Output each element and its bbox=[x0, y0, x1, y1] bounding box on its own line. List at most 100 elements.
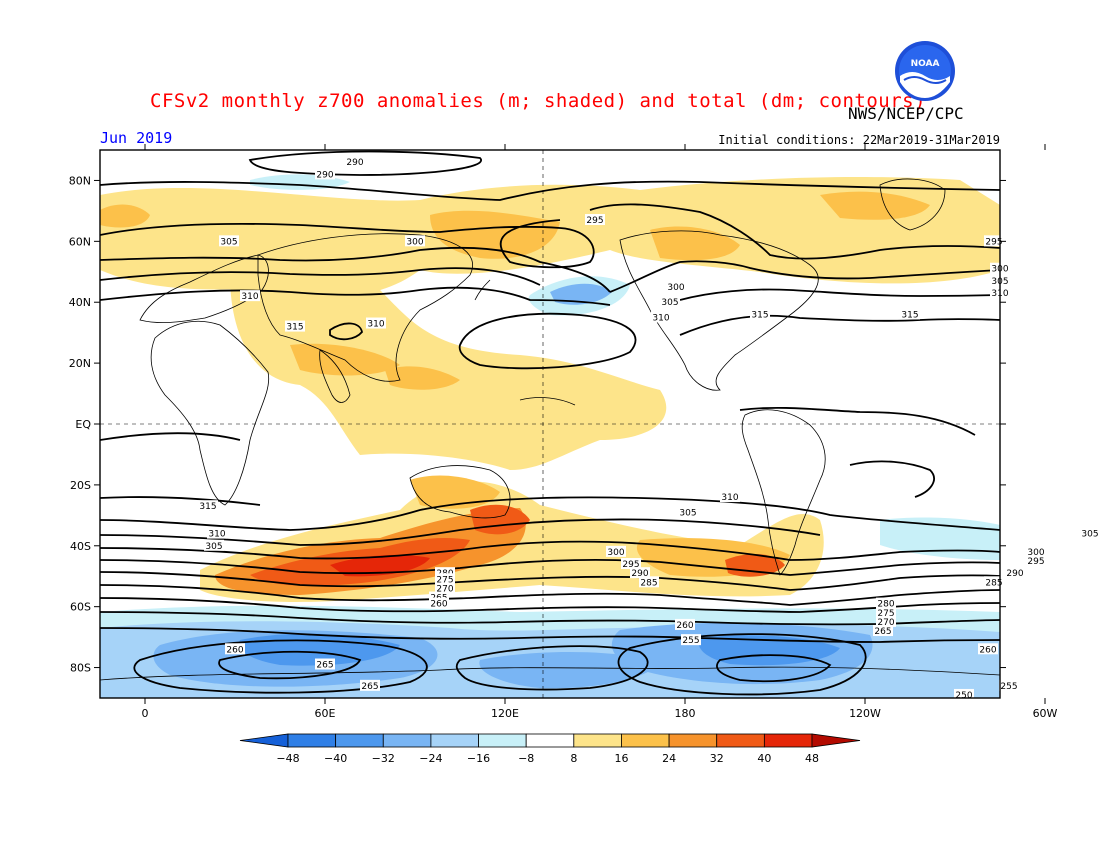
colorbar-label: 24 bbox=[662, 752, 676, 765]
forecast-period: Jun 2019 bbox=[100, 129, 173, 147]
height-contours bbox=[100, 150, 1000, 696]
contour-label: 265 bbox=[361, 682, 378, 692]
lon-label: 120E bbox=[491, 707, 519, 720]
contour-label-bg bbox=[345, 156, 365, 168]
contour-label-bg bbox=[207, 527, 227, 539]
contour-label-bg bbox=[639, 576, 659, 588]
colorbar-box bbox=[335, 733, 384, 748]
contour-label-bg bbox=[873, 625, 893, 637]
contour-label-bg bbox=[1098, 430, 1100, 442]
contour-label-bg bbox=[900, 308, 920, 320]
contour-label: 290 bbox=[346, 158, 363, 168]
contour-label-bg bbox=[435, 573, 455, 585]
contour-label-bg bbox=[435, 582, 455, 594]
contour-label: 260 bbox=[430, 600, 447, 610]
lat-label: EQ bbox=[75, 418, 91, 431]
contour-label: 315 bbox=[199, 502, 216, 512]
colorbar-label: −48 bbox=[276, 752, 299, 765]
noaa-logo-icon: NOAA bbox=[895, 41, 955, 101]
contour-label: 310 bbox=[652, 313, 669, 323]
contour-label-bg bbox=[1026, 555, 1046, 566]
contour-label-bg bbox=[750, 308, 770, 320]
colorbar-label: −24 bbox=[419, 752, 442, 765]
colorbar-box bbox=[621, 733, 670, 748]
colorbar-label: 48 bbox=[805, 752, 819, 765]
contour-label-bg bbox=[429, 591, 449, 603]
lat-label: 60N bbox=[69, 235, 91, 248]
contour-label-bg bbox=[285, 320, 305, 332]
latitude-axis: 80N 60N 40N 20N EQ 20S 40S 60S 80S bbox=[69, 174, 1006, 675]
lon-label: 180 bbox=[675, 707, 696, 720]
colorbar-label: −40 bbox=[324, 752, 347, 765]
contour-label: 310 bbox=[241, 292, 258, 302]
colorbar-label: 8 bbox=[570, 752, 577, 765]
contour-label: 300 bbox=[607, 548, 624, 558]
contour-label-bg bbox=[606, 545, 626, 557]
colorbar-label: −16 bbox=[467, 752, 490, 765]
colorbar-label: 40 bbox=[757, 752, 771, 765]
contour-label: 290 bbox=[316, 170, 333, 180]
contour-label-bg bbox=[219, 235, 239, 247]
contour-label: 305 bbox=[205, 542, 222, 552]
lat-label: 80S bbox=[70, 662, 91, 675]
contour-label-bg bbox=[876, 606, 896, 618]
colorbar: −48 −40 −32 −24 −16 −8 8 16 24 32 40 48 bbox=[239, 733, 861, 765]
contour-label-bg bbox=[678, 506, 698, 518]
contour-label-bg bbox=[1005, 567, 1025, 579]
lon-label: 120W bbox=[849, 707, 881, 720]
contour-label-bg bbox=[675, 618, 695, 630]
contour-label: 260 bbox=[676, 621, 693, 631]
lat-label: 20N bbox=[69, 357, 91, 370]
contour-label: 305 bbox=[220, 237, 237, 247]
contour-label: 260 bbox=[226, 645, 243, 655]
contour-label: 285 bbox=[985, 578, 1002, 588]
longitude-axis: 060E120E180120W60W0 bbox=[142, 144, 1058, 720]
colorbar-label: 32 bbox=[710, 752, 724, 765]
lat-label: 20S bbox=[70, 479, 91, 492]
grid-lines bbox=[100, 150, 1000, 698]
contour-label: 265 bbox=[874, 627, 891, 637]
contour-label: 270 bbox=[877, 618, 894, 628]
contour-label-bg bbox=[435, 567, 455, 579]
colorbar-box bbox=[287, 733, 337, 748]
contour-label-bg bbox=[366, 317, 386, 329]
contour-label-bg bbox=[225, 643, 245, 655]
contour-label: 300 bbox=[406, 237, 423, 247]
contour-label: 250 bbox=[955, 691, 972, 701]
contour-label: 290 bbox=[1006, 569, 1023, 579]
contour-label: 315 bbox=[901, 310, 918, 320]
contour-label-bg bbox=[405, 235, 425, 247]
colorbar-label: −32 bbox=[372, 752, 395, 765]
contour-label: 275 bbox=[436, 575, 453, 585]
lat-label: 40S bbox=[70, 540, 91, 553]
initial-conditions: Initial conditions: 22Mar2019-31Mar2019 bbox=[718, 133, 1000, 147]
contour-label-bg bbox=[585, 214, 605, 226]
contour-label-bg bbox=[630, 567, 650, 579]
contour-label-bg bbox=[681, 634, 701, 646]
colorbar-box bbox=[763, 733, 813, 748]
colorbar-box bbox=[382, 733, 432, 748]
contour-label: 300 bbox=[1027, 548, 1044, 558]
contour-label: 280 bbox=[877, 600, 894, 610]
colorbar-label: −8 bbox=[518, 752, 534, 765]
contour-label: 305 bbox=[679, 508, 696, 518]
anomaly-shading bbox=[100, 150, 1000, 698]
colorbar-box bbox=[716, 733, 765, 748]
lon-label: 60E bbox=[315, 707, 336, 720]
contour-label: 290 bbox=[631, 569, 648, 579]
colorbar-box bbox=[430, 733, 479, 748]
contour-label-bg bbox=[315, 658, 335, 670]
colorbar-box bbox=[525, 733, 575, 748]
lon-label: 60W bbox=[1033, 707, 1058, 720]
contour-label: 315 bbox=[751, 310, 768, 320]
contour-label-bg bbox=[621, 558, 641, 570]
chart-title: CFSv2 monthly z700 anomalies (m; shaded)… bbox=[150, 90, 927, 112]
contour-label-bg bbox=[978, 643, 998, 655]
contour-label: 295 bbox=[1027, 557, 1044, 567]
contour-label-bg bbox=[954, 688, 974, 700]
lat-label: 60S bbox=[70, 601, 91, 614]
contour-label-bg bbox=[660, 296, 680, 308]
contour-label-bg bbox=[1026, 545, 1046, 557]
